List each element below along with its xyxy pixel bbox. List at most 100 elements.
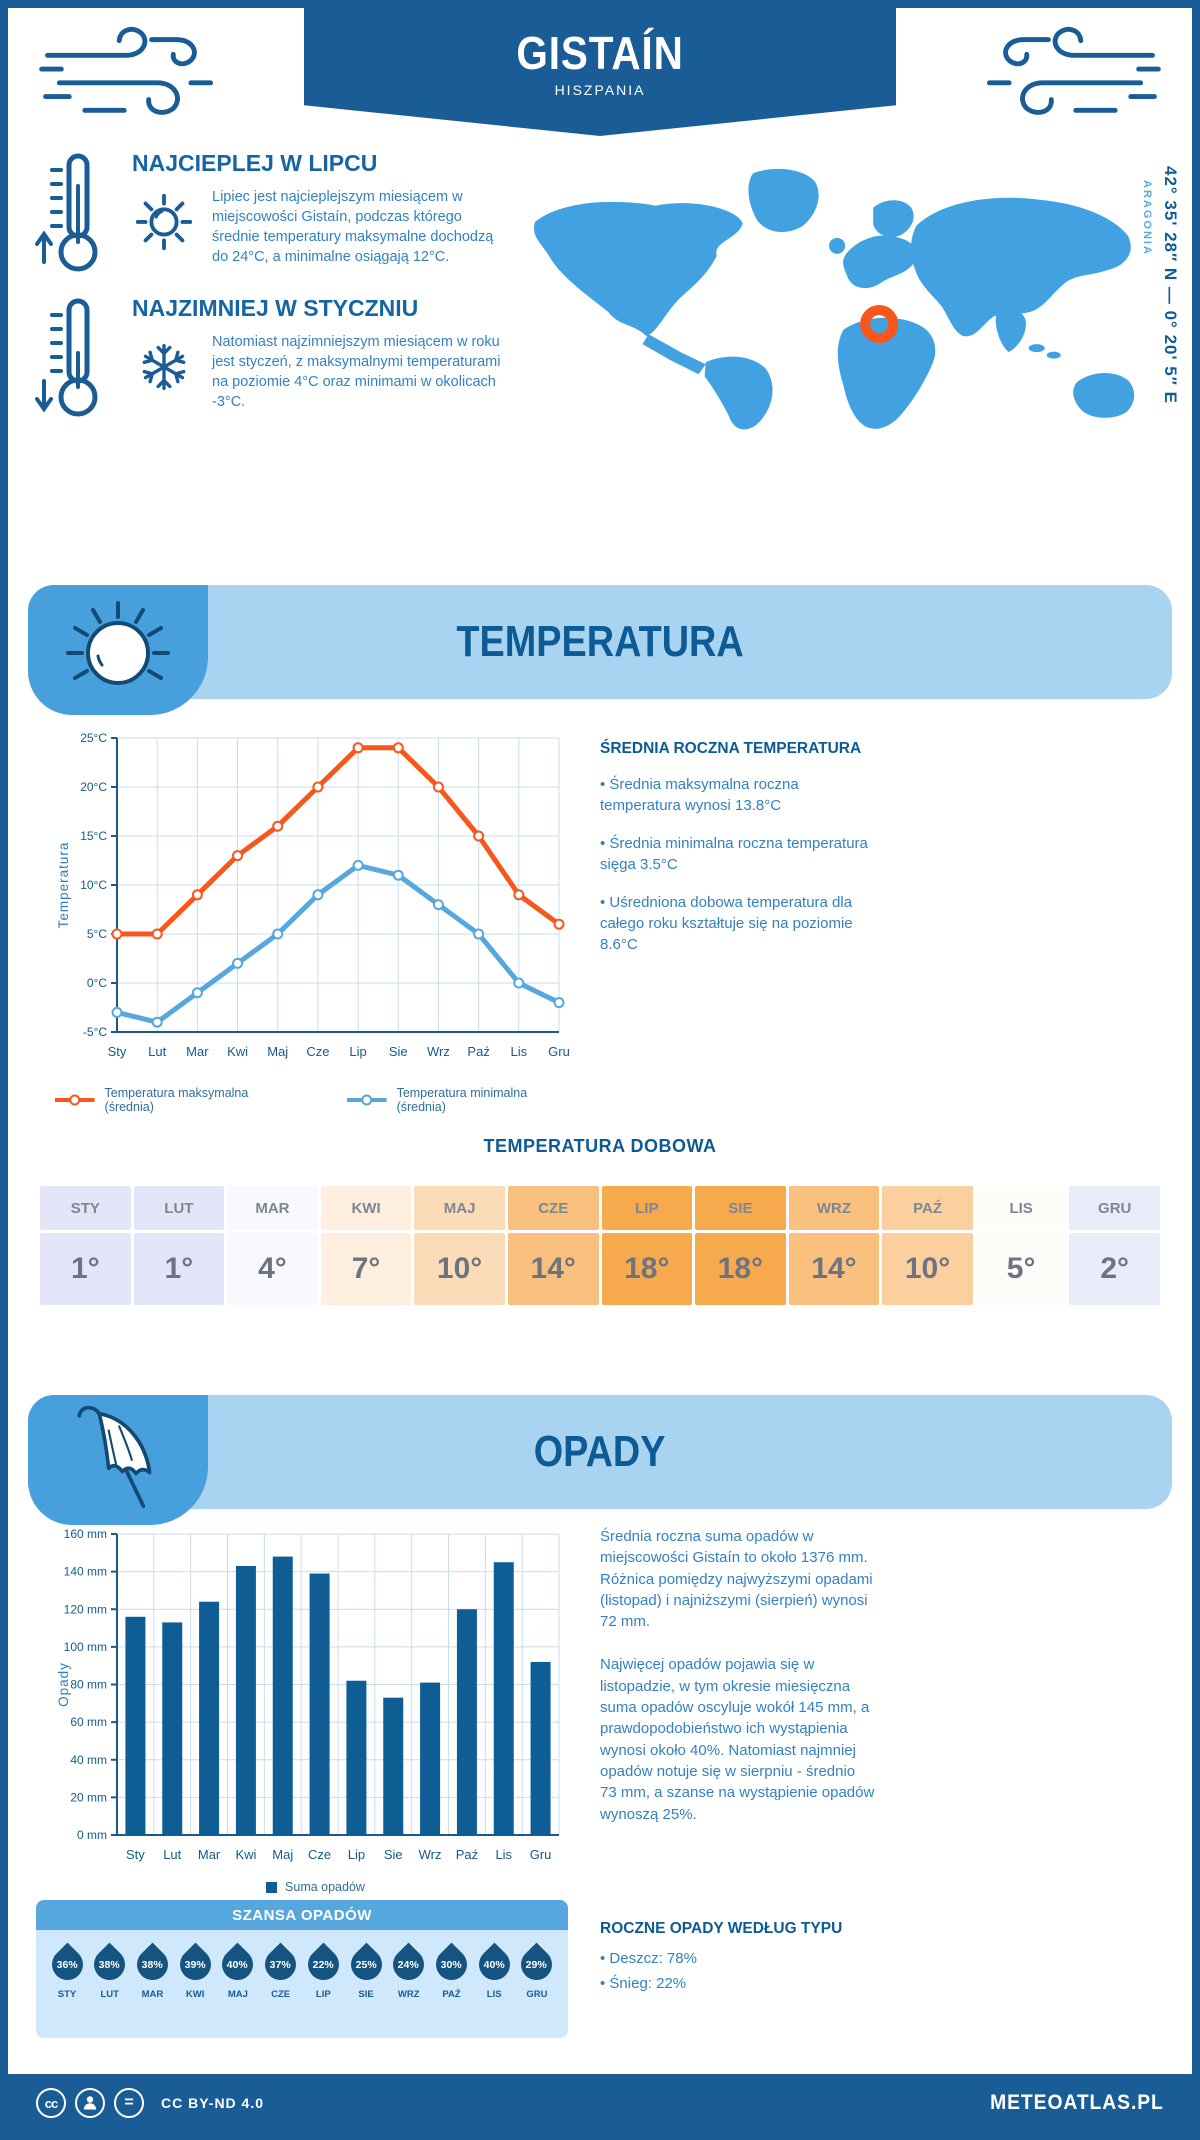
droplet-value: 40% xyxy=(483,1958,505,1971)
droplet-column: 38% MAR xyxy=(130,1940,175,2038)
svg-text:Temperatura: Temperatura xyxy=(56,842,71,929)
droplet-column: 40% LIS xyxy=(472,1940,517,2038)
legend-label: Temperatura maksymalna (średnia) xyxy=(104,1086,249,1114)
svg-text:Maj: Maj xyxy=(272,1847,293,1862)
svg-text:15°C: 15°C xyxy=(80,829,107,843)
svg-text:Kwi: Kwi xyxy=(235,1847,256,1862)
daily-table-value: 10° xyxy=(882,1233,973,1305)
precip-type-block: ROCZNE OPADY WEDŁUG TYPU • Deszcz: 78% • … xyxy=(600,1920,940,2000)
daily-table-value: 18° xyxy=(695,1233,786,1305)
droplet-value: 39% xyxy=(184,1958,206,1971)
droplet-icon: 22% xyxy=(301,1942,346,1987)
precip-type-title: ROCZNE OPADY WEDŁUG TYPU xyxy=(600,1920,843,1937)
coordinates-block: ARAGONIA 42° 35' 28″ N — 0° 20' 5″ E xyxy=(1141,166,1180,404)
droplet-value: 30% xyxy=(440,1958,462,1971)
droplet-month: LIS xyxy=(486,1989,502,2000)
droplet-value: 36% xyxy=(56,1958,78,1971)
daily-table-value: 7° xyxy=(320,1233,412,1305)
droplet-icon: 36% xyxy=(45,1942,89,1987)
droplet-icon: 40% xyxy=(472,1942,517,1987)
bar-chart-legend: Suma opadów xyxy=(53,1880,578,1894)
cc-icon: cc xyxy=(36,2088,66,2118)
svg-text:160 mm: 160 mm xyxy=(64,1527,107,1541)
coldest-heading: NAJZIMNIEJ W STYCZNIU xyxy=(132,295,419,321)
warmest-block: NAJCIEPLEJ W LIPCU xyxy=(32,150,512,281)
droplet-month: PAŹ xyxy=(442,1989,461,2000)
daily-table-value: 18° xyxy=(601,1233,693,1305)
temperature-summary: ŚREDNIA ROCZNA TEMPERATURA • Średnia mak… xyxy=(600,740,930,972)
svg-text:Cze: Cze xyxy=(306,1044,329,1059)
svg-text:120 mm: 120 mm xyxy=(64,1602,107,1616)
precip-paragraph: Średnia roczna suma opadów w miejscowośc… xyxy=(600,1528,873,1631)
precip-type-bullets: • Deszcz: 78% • Śnieg: 22% xyxy=(600,1950,940,1992)
daily-table-value: 10° xyxy=(414,1233,505,1305)
droplet-icon: 30% xyxy=(429,1942,474,1987)
daily-table-value: 5° xyxy=(975,1233,1067,1305)
svg-text:Cze: Cze xyxy=(308,1847,331,1862)
droplet-month: GRU xyxy=(526,1989,548,2000)
snowflake-icon xyxy=(132,332,198,412)
droplet-column: 29% GRU xyxy=(514,1940,559,2038)
svg-text:40 mm: 40 mm xyxy=(70,1753,107,1767)
daily-table-month: KWI xyxy=(320,1186,412,1230)
temperature-band: TEMPERATURA xyxy=(28,585,1172,715)
svg-text:Wrz: Wrz xyxy=(419,1847,442,1862)
droplet-month: LIP xyxy=(315,1989,331,2000)
warmest-heading: NAJCIEPLEJ W LIPCU xyxy=(132,150,378,176)
svg-text:80 mm: 80 mm xyxy=(70,1678,107,1692)
daily-table-value: 2° xyxy=(1069,1233,1160,1305)
legend-item: Temperatura maksymalna (średnia) xyxy=(53,1086,299,1114)
daily-table-month: WRZ xyxy=(788,1186,880,1230)
license-text: CC BY-ND 4.0 xyxy=(161,2095,265,2111)
svg-text:Lut: Lut xyxy=(163,1847,181,1862)
droplet-column: 36% STY xyxy=(45,1940,89,2038)
droplet-icon: 39% xyxy=(173,1942,218,1987)
coldest-text: Natomiast najzimniejszym miesiącem w rok… xyxy=(212,334,501,410)
svg-text:Gru: Gru xyxy=(548,1044,570,1059)
daily-table-month: LUT xyxy=(133,1186,225,1230)
svg-text:Maj: Maj xyxy=(267,1044,288,1059)
droplet-icon: 25% xyxy=(344,1942,388,1987)
droplet-icon: 29% xyxy=(514,1942,559,1987)
temperature-band-corner xyxy=(28,585,208,715)
daily-table-month: MAR xyxy=(227,1186,318,1230)
daily-table-month: STY xyxy=(40,1186,131,1230)
droplet-icon: 24% xyxy=(386,1942,431,1987)
droplet-value: 22% xyxy=(312,1958,334,1971)
svg-text:10°C: 10°C xyxy=(80,878,107,892)
svg-text:140 mm: 140 mm xyxy=(64,1565,107,1579)
daily-temp-table: STY LUT MAR KWI MAJ CZE LIP SIE WRZ PAŹ LIS GRU 1° 1°… xyxy=(40,1186,1160,1305)
coldest-block: NAJZIMNIEJ W STYCZNIU xyxy=(32,295,512,426)
chance-panel: SZANSA OPADÓW 36% STY 38% LUT 38% MAR 39% KWI 40… xyxy=(36,1900,568,2038)
chance-droplets: 36% STY 38% LUT 38% MAR 39% KWI 40% MAJ 37% CZE 22% L… xyxy=(36,1930,568,2038)
droplet-month: SIE xyxy=(358,1989,374,2000)
svg-text:-5°C: -5°C xyxy=(83,1025,107,1039)
daily-table-month: LIP xyxy=(601,1186,693,1230)
wind-icon-right xyxy=(968,20,1168,128)
droplet-month: LUT xyxy=(100,1989,119,2000)
droplet-value: 37% xyxy=(270,1958,292,1971)
droplet-month: STY xyxy=(57,1989,77,2000)
daily-table-value: 4° xyxy=(227,1233,318,1305)
droplet-month: WRZ xyxy=(397,1989,420,2000)
svg-text:Opady: Opady xyxy=(56,1662,71,1707)
svg-text:Lip: Lip xyxy=(349,1044,366,1059)
svg-text:Mar: Mar xyxy=(186,1044,209,1059)
daily-table-value: 1° xyxy=(133,1233,225,1305)
thermometer-up-icon xyxy=(32,150,132,281)
legend-label: Temperatura minimalna (średnia) xyxy=(396,1086,528,1114)
nd-icon: = xyxy=(114,2088,144,2118)
svg-text:Sty: Sty xyxy=(108,1044,127,1059)
svg-text:Lis: Lis xyxy=(495,1847,512,1862)
droplet-column: 40% MAJ xyxy=(215,1940,260,2038)
droplet-value: 29% xyxy=(526,1958,548,1971)
coordinates: 42° 35' 28″ N — 0° 20' 5″ E xyxy=(1161,166,1180,404)
daily-table-month: GRU xyxy=(1069,1186,1160,1230)
header-banner: GISTAÍN HISZPANIA xyxy=(304,8,896,136)
band-sun-icon xyxy=(66,601,170,685)
precipitation-section-title: OPADY xyxy=(534,1427,666,1476)
daily-table-value: 1° xyxy=(40,1233,131,1305)
droplet-value: 38% xyxy=(141,1958,163,1971)
wind-icon-left xyxy=(32,20,232,128)
page-subtitle: HISZPANIA xyxy=(554,82,646,98)
